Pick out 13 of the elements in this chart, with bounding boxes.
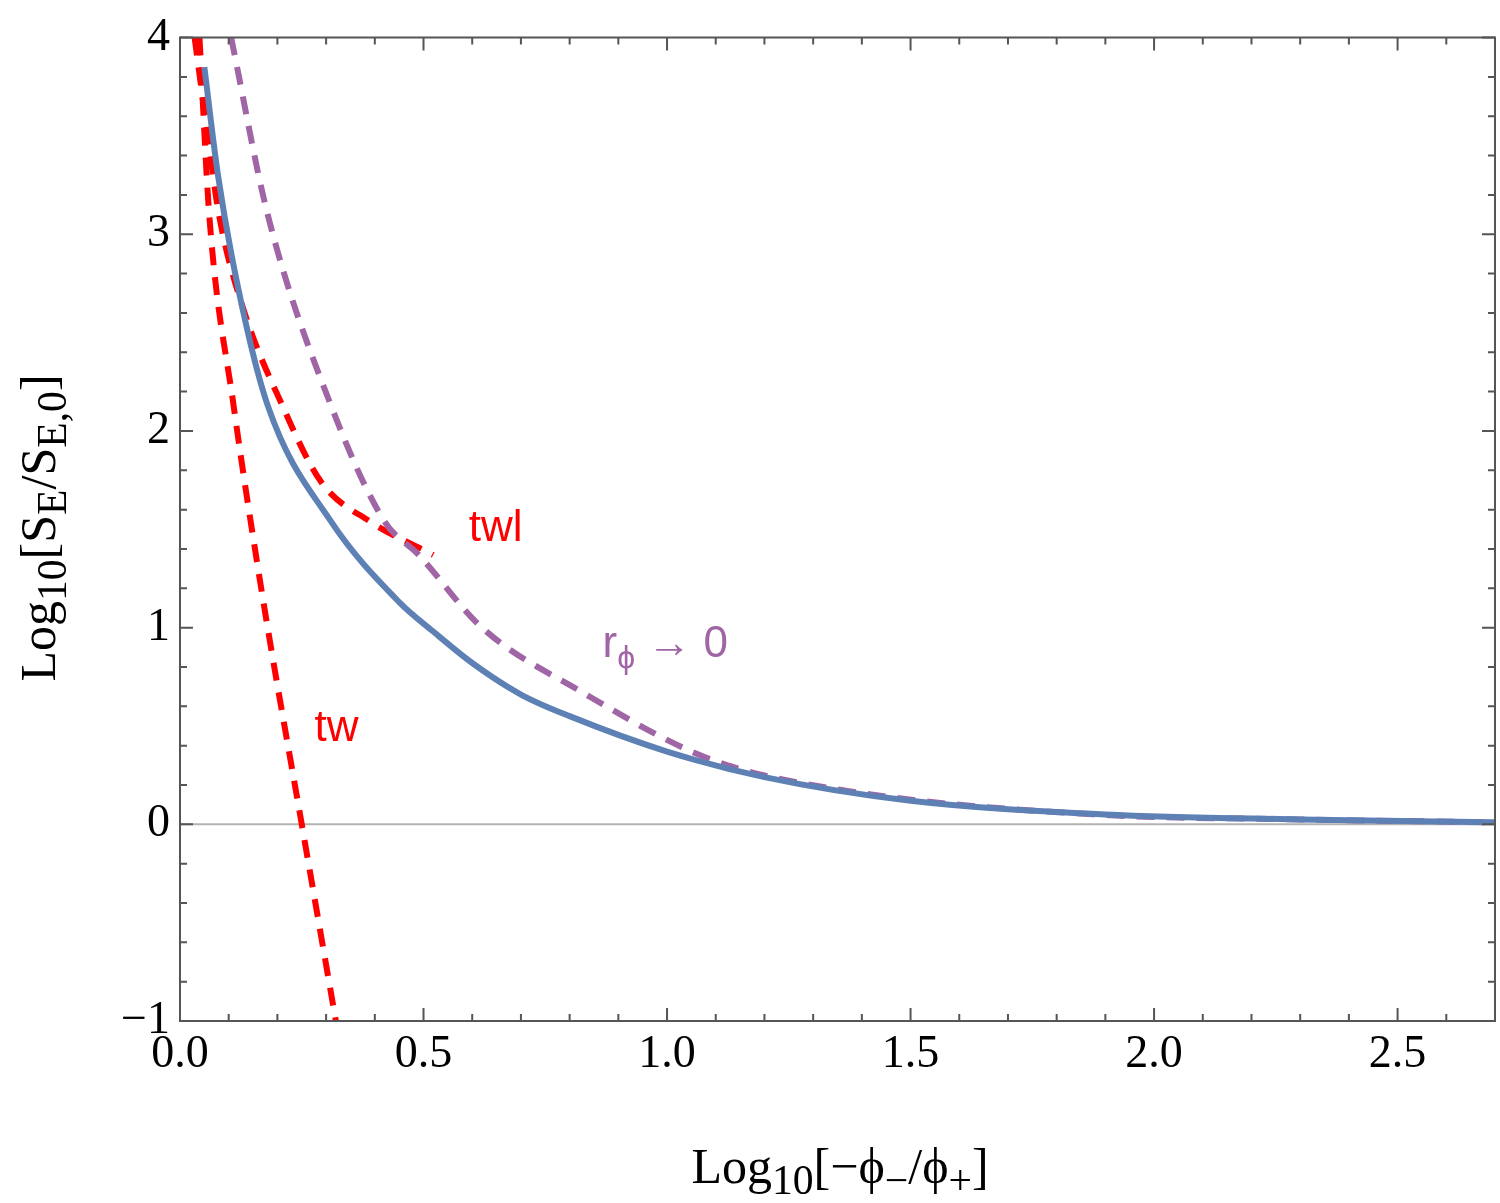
y-tick-label: 1: [147, 598, 170, 650]
x-tick-label: 0.5: [394, 1025, 453, 1077]
x-tick-label: 2.0: [1125, 1025, 1183, 1077]
x-tick-label: 1.5: [881, 1025, 940, 1077]
x-tick-label: 1.0: [638, 1025, 696, 1077]
annotation: tw: [314, 701, 359, 751]
y-tick-label: 4: [147, 8, 170, 60]
x-tick-label: 2.5: [1368, 1025, 1427, 1077]
y-tick-label: 3: [147, 205, 170, 257]
y-tick-label: 2: [147, 402, 170, 454]
y-tick-label: 0: [147, 795, 170, 847]
annotation: twl: [468, 501, 523, 551]
x-axis-title: Log$_{10}$[−ϕ$_{−}$/ϕ$_{+}$]: [691, 1136, 989, 1203]
